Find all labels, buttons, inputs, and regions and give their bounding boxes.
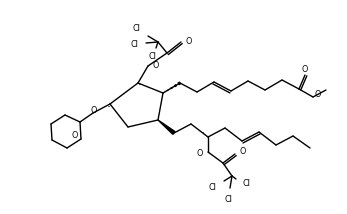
Text: O: O [91,106,97,114]
Text: Cl: Cl [148,52,156,61]
Text: O: O [315,89,321,98]
Text: Cl: Cl [224,196,232,205]
Text: ·: · [201,128,205,141]
Text: O: O [153,61,159,70]
Polygon shape [158,120,175,134]
Text: O: O [72,131,78,140]
Text: O: O [240,147,246,156]
Text: ·: · [107,101,111,114]
Text: O: O [302,65,308,74]
Text: O: O [197,149,203,158]
Text: Cl: Cl [242,180,250,189]
Text: Cl: Cl [132,24,140,33]
Text: O: O [186,37,192,46]
Text: Cl: Cl [130,40,138,49]
Text: ·: · [138,79,142,92]
Text: Cl: Cl [208,183,216,193]
